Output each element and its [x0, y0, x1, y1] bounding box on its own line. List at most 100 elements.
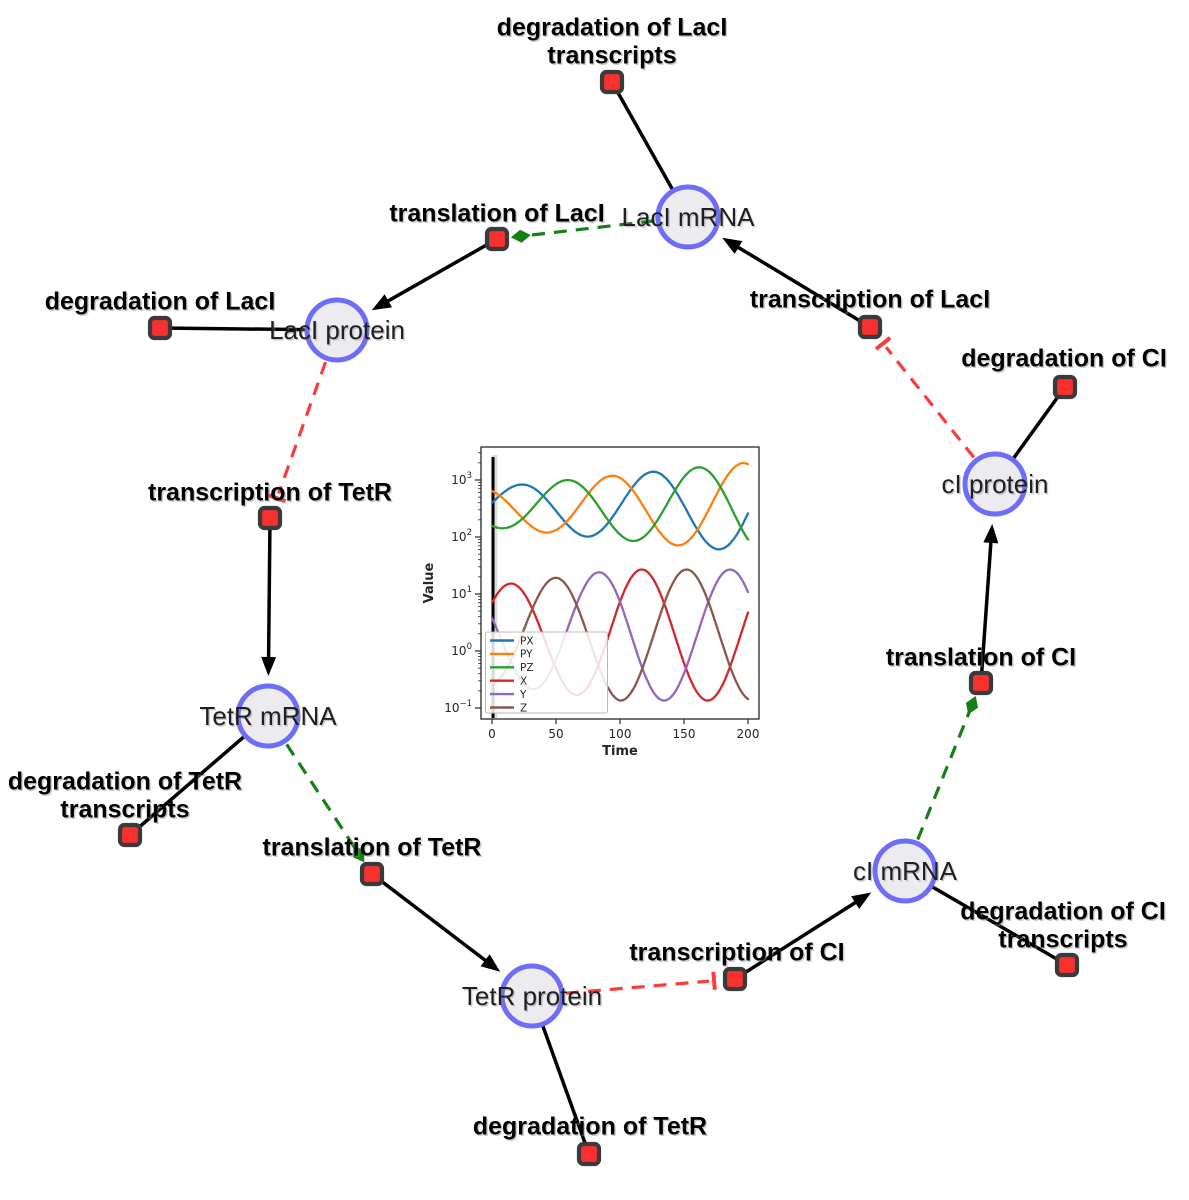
svg-text:10−1: 10−1 [444, 699, 472, 715]
reaction-label-shadow: transcripts [62, 797, 191, 825]
species-label-cI_mrna: cI mRNA [853, 856, 958, 886]
reaction-label-shadow: transcription of CI [631, 940, 846, 968]
species-label-cI_protein: cI protein [942, 469, 1049, 499]
svg-text:101: 101 [451, 585, 472, 601]
arrowhead [983, 523, 999, 544]
reaction-label-shadow: degradation of TetR [9, 769, 243, 797]
reaction-node-translation_cI[interactable] [968, 670, 994, 696]
arrowhead [851, 892, 872, 909]
series-line-PZ [490, 466, 750, 543]
edge-lacI_protein-transcription_tetR [267, 361, 328, 504]
y-axis-label: Value [422, 562, 437, 603]
edge-transcription_cI-cI_mrna [734, 892, 872, 981]
y-axis: 10−1 100 101 102 103 Value [422, 452, 481, 715]
reaction-node-deg_tetR[interactable] [576, 1141, 602, 1167]
reaction-label-transcription_lacI: transcription of LacI [750, 286, 990, 314]
edge-lacI_mrna-translation_lacI [510, 219, 655, 243]
reaction-label-transcription_cI: transcription of CI [629, 939, 844, 967]
species-node-cI_mrna[interactable] [872, 838, 938, 904]
reaction-node-translation_tetR[interactable] [359, 861, 385, 887]
arrowhead [722, 237, 743, 254]
species-label-shadow: LacI protein [270, 316, 406, 346]
species-label-tetR_protein: TetR protein [462, 981, 602, 1011]
edge-translation_lacI-lacI_protein [371, 237, 498, 311]
svg-text:102: 102 [451, 528, 472, 544]
reaction-node-deg_tetR_transcripts[interactable] [117, 822, 143, 848]
inset-plot: 0 50 100 150 200Time10−1100101102103ValuePXP… [422, 446, 760, 759]
reaction-node-deg_lacI_transcripts[interactable] [599, 69, 625, 95]
reaction-label-deg_tetR_transcripts: degradation of TetR [8, 768, 242, 796]
species-label-shadow: cI protein [943, 470, 1050, 500]
species-node-tetR_mrna[interactable] [235, 683, 301, 749]
x-axis-label: Time [602, 744, 638, 759]
species-node-lacI_protein[interactable] [304, 297, 370, 363]
series-line-Z [490, 568, 750, 702]
edge-translation_cI-cI_protein [979, 523, 999, 684]
reaction-label-shadow: degradation of LacI [498, 15, 729, 43]
svg-text:100: 100 [451, 642, 472, 658]
reaction-node-translation_lacI[interactable] [484, 226, 510, 252]
nodes-layer [117, 69, 1080, 1167]
inhibition-tbar-icon [267, 493, 287, 504]
svg-text:100: 100 [609, 727, 632, 741]
svg-text:200: 200 [737, 727, 760, 741]
reaction-label-shadow: translation of CI [887, 645, 1077, 673]
reaction-label-deg_lacI: degradation of LacI [45, 288, 276, 316]
reaction-label-shadow: degradation of TetR [474, 1114, 708, 1142]
legend-label-X: X [520, 676, 527, 688]
inhibition-tbar-icon [874, 336, 892, 351]
svg-text:103: 103 [451, 471, 472, 487]
reaction-label-deg_cI_transcripts: degradation of CI [960, 898, 1166, 926]
modifier-diamond-icon [353, 845, 365, 863]
reaction-label-shadow: transcripts [1000, 927, 1129, 955]
arrowhead [371, 294, 392, 311]
species-node-tetR_protein[interactable] [499, 963, 565, 1029]
reaction-label-shadow: transcription of LacI [751, 287, 991, 315]
series-layer [490, 461, 750, 702]
reaction-label-shadow: translation of LacI [391, 201, 606, 229]
reaction-label-deg_lacI_transcripts: degradation of LacI [497, 14, 728, 42]
edge-cI_protein-transcription_lacI [874, 336, 976, 459]
reaction-label-deg_cI_transcripts: transcripts [998, 926, 1127, 954]
svg-text:0: 0 [488, 727, 496, 741]
reaction-label-shadow: degradation of CI [963, 346, 1169, 374]
species-label-shadow: LacI mRNA [623, 203, 757, 233]
legend-label-PX: PX [520, 635, 534, 647]
svg-text:50: 50 [548, 727, 563, 741]
reaction-node-deg_cI_transcripts[interactable] [1054, 952, 1080, 978]
legend-label-PY: PY [520, 649, 533, 661]
legend-label-PZ: PZ [520, 662, 534, 674]
modifier-diamond-icon [965, 695, 979, 715]
reaction-label-deg_tetR: degradation of TetR [473, 1113, 707, 1141]
species-node-lacI_mrna[interactable] [655, 184, 721, 250]
species-label-lacI_mrna: LacI mRNA [622, 202, 756, 232]
reaction-node-transcription_lacI[interactable] [857, 314, 883, 340]
reaction-label-transcription_tetR: transcription of TetR [148, 479, 392, 507]
arrowhead [480, 954, 501, 972]
reaction-label-translation_lacI: translation of LacI [389, 200, 604, 228]
reaction-node-deg_cI[interactable] [1052, 374, 1078, 400]
edge-translation_tetR-tetR_protein [370, 872, 501, 972]
reaction-label-shadow: transcription of TetR [149, 480, 393, 508]
edge-cI_mrna-translation_cI [916, 695, 979, 841]
reaction-label-deg_cI: degradation of CI [961, 345, 1167, 373]
species-label-shadow: cI mRNA [854, 857, 959, 887]
modifier-diamond-icon [510, 229, 531, 243]
edge-tetR_mrna-translation_tetR [285, 743, 365, 863]
species-node-cI_protein[interactable] [962, 451, 1028, 517]
reaction-label-translation_cI: translation of CI [886, 644, 1076, 672]
reaction-label-deg_lacI_transcripts: transcripts [547, 42, 676, 70]
reaction-label-translation_tetR: translation of TetR [263, 834, 482, 862]
arrowhead [261, 656, 277, 677]
x-axis: 0 50 100 150 200 Time [488, 719, 759, 759]
reaction-node-transcription_tetR[interactable] [257, 505, 283, 531]
reaction-node-transcription_cI[interactable] [722, 966, 748, 992]
species-label-lacI_protein: LacI protein [269, 315, 405, 345]
reaction-label-shadow: transcripts [549, 43, 678, 71]
reaction-node-deg_lacI[interactable] [147, 315, 173, 341]
edge-transcription_lacI-lacI_mrna [722, 237, 871, 329]
